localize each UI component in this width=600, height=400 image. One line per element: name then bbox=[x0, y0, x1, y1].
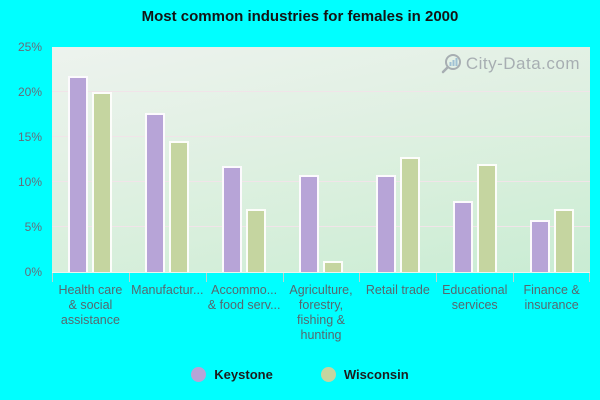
bar-keystone bbox=[145, 112, 166, 272]
chart-title: Most common industries for females in 20… bbox=[141, 8, 459, 25]
x-tick bbox=[359, 273, 361, 282]
x-category-label: Accommo... & food serv... bbox=[206, 283, 283, 343]
legend-dot-icon bbox=[320, 366, 336, 382]
bar-keystone bbox=[299, 174, 319, 272]
bar-keystone bbox=[375, 174, 396, 272]
x-category-label: Retail trade bbox=[359, 283, 436, 343]
gridline bbox=[52, 181, 590, 182]
bar-keystone bbox=[529, 219, 550, 272]
x-category-label-line: services bbox=[451, 298, 498, 312]
plot-area: City-Data.com bbox=[52, 47, 590, 273]
x-category-label-line: Manufactur... bbox=[131, 283, 204, 297]
y-tick-label: 0% bbox=[24, 265, 42, 279]
x-category-label-line: hunting bbox=[300, 328, 342, 342]
x-axis-ticks bbox=[52, 273, 590, 282]
x-category-label-line: forestry, bbox=[298, 298, 344, 312]
legend: Keystone Wisconsin bbox=[0, 363, 600, 385]
x-axis-labels: Health care & social assistance Manufactur.… bbox=[52, 283, 590, 343]
x-category-label-line: & food serv... bbox=[207, 298, 281, 312]
x-tick bbox=[589, 273, 590, 282]
y-tick-label: 15% bbox=[17, 130, 42, 144]
legend-label: Wisconsin bbox=[343, 366, 409, 382]
x-category-label: Finance & insurance bbox=[513, 283, 590, 343]
x-tick bbox=[282, 273, 284, 282]
bar-group bbox=[436, 47, 513, 272]
x-tick bbox=[205, 273, 207, 282]
bar-wisconsin bbox=[476, 164, 497, 272]
y-tick-label: 25% bbox=[17, 40, 42, 54]
y-tick-label: 10% bbox=[17, 175, 42, 189]
watermark: City-Data.com bbox=[440, 52, 580, 76]
bar-group bbox=[206, 47, 283, 272]
x-category-label-line: fishing & bbox=[297, 313, 345, 327]
bar-wisconsin bbox=[323, 261, 343, 272]
bar-wisconsin bbox=[169, 140, 190, 272]
gridline bbox=[52, 91, 590, 92]
x-tick bbox=[513, 273, 515, 282]
x-category-label-line: Retail trade bbox=[365, 283, 430, 297]
x-category-label: Manufactur... bbox=[129, 283, 206, 343]
x-category-label-line: Accommo... bbox=[211, 283, 278, 297]
bar-wisconsin bbox=[399, 156, 420, 272]
x-tick bbox=[52, 273, 53, 282]
x-category-label-line: Health care bbox=[58, 283, 123, 297]
legend-label: Keystone bbox=[214, 366, 273, 382]
legend-item-wisconsin: Wisconsin bbox=[320, 366, 409, 382]
x-category-label: Educational services bbox=[436, 283, 513, 343]
legend-dot-icon bbox=[191, 366, 207, 382]
bar-wisconsin bbox=[553, 209, 574, 272]
legend-item-keystone: Keystone bbox=[191, 366, 273, 382]
x-category-label-line: insurance bbox=[524, 298, 579, 312]
y-axis: 0% 5% 10% 15% 20% 25% bbox=[0, 40, 44, 279]
watermark-text: City-Data.com bbox=[465, 54, 580, 73]
x-category-label: Agriculture, forestry, fishing & hunting bbox=[283, 283, 360, 343]
bar-wisconsin bbox=[246, 209, 267, 272]
gridline bbox=[52, 226, 590, 227]
x-category-label-line: Finance & bbox=[523, 283, 580, 297]
magnifier-bars-icon bbox=[440, 52, 464, 76]
gridline bbox=[52, 136, 590, 137]
y-tick-label: 20% bbox=[17, 85, 42, 99]
bar-keystone bbox=[452, 200, 473, 272]
bar-group bbox=[52, 47, 129, 272]
bar-wisconsin bbox=[92, 92, 113, 272]
bar-group bbox=[129, 47, 206, 272]
bar-groups bbox=[52, 47, 590, 272]
bar-group bbox=[283, 47, 360, 272]
bar-group bbox=[359, 47, 436, 272]
x-category-label-line: & social bbox=[68, 298, 113, 312]
x-category-label-line: Educational bbox=[442, 283, 508, 297]
x-category-label: Health care & social assistance bbox=[52, 283, 129, 343]
x-category-label-line: assistance bbox=[60, 313, 120, 327]
y-tick-label: 5% bbox=[24, 220, 42, 234]
bar-keystone bbox=[68, 75, 89, 272]
x-tick bbox=[128, 273, 130, 282]
bar-group bbox=[513, 47, 590, 272]
x-category-label-line: Agriculture, bbox=[289, 283, 353, 297]
bar-keystone bbox=[222, 165, 243, 272]
x-tick bbox=[436, 273, 438, 282]
